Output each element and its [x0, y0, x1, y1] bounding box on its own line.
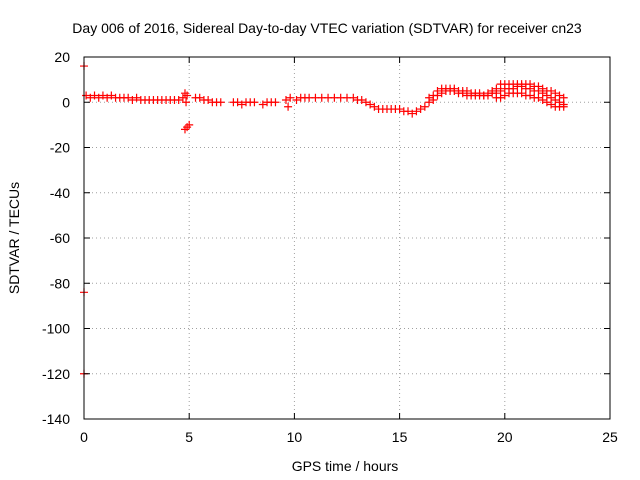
data-point [237, 100, 246, 109]
data-point [86, 93, 95, 102]
data-point [483, 89, 492, 98]
data-point [216, 98, 225, 107]
data-point [551, 95, 560, 104]
data-point [517, 89, 526, 98]
data-point [90, 91, 99, 100]
data-point [132, 93, 141, 102]
data-point [547, 100, 556, 109]
data-point [526, 91, 535, 100]
x-tick-label: 20 [497, 429, 513, 445]
x-tick-label: 5 [185, 429, 193, 445]
y-axis-label: SDTVAR / TECUs [6, 182, 22, 294]
data-point [258, 100, 267, 109]
data-point [538, 84, 547, 93]
data-point [450, 86, 459, 95]
data-point [534, 93, 543, 102]
data-point [412, 107, 421, 116]
y-tick-label: -80 [50, 275, 70, 291]
data-point [458, 89, 467, 98]
x-tick-label: 0 [80, 429, 88, 445]
y-tick-label: 20 [54, 49, 70, 65]
data-point [420, 102, 429, 111]
data-point [488, 86, 497, 95]
data-point [429, 91, 438, 100]
data-point [233, 98, 242, 107]
y-tick-label: -40 [50, 185, 70, 201]
x-tick-label: 15 [392, 429, 408, 445]
data-point [395, 105, 404, 114]
data-point [183, 91, 192, 100]
y-tick-label: 0 [62, 94, 70, 110]
data-point [496, 93, 505, 102]
x-tick-label: 10 [287, 429, 303, 445]
data-point [284, 102, 293, 111]
data-point [250, 98, 259, 107]
data-point [286, 93, 295, 102]
y-tick-label: -100 [42, 321, 70, 337]
data-point [204, 95, 213, 104]
data-point [542, 98, 551, 107]
data-point [361, 98, 370, 107]
data-point [107, 91, 116, 100]
x-axis-label: GPS time / hours [292, 458, 399, 474]
data-point [479, 91, 488, 100]
data-point [500, 91, 509, 100]
data-point [370, 102, 379, 111]
data-point [425, 93, 434, 102]
data-point [281, 95, 290, 104]
data-point [526, 80, 535, 89]
data-point [292, 95, 301, 104]
data-point [408, 109, 417, 118]
y-tick-label: -140 [42, 411, 70, 427]
data-point [404, 107, 413, 116]
data-point [366, 100, 375, 109]
data-point [174, 95, 183, 104]
plot-area-frame [83, 56, 611, 420]
y-tick-label: -120 [42, 366, 70, 382]
y-tick-label: -60 [50, 230, 70, 246]
data-point [128, 95, 137, 104]
data-point [195, 93, 204, 102]
data-point [492, 84, 501, 93]
data-point [103, 93, 112, 102]
data-point [547, 93, 556, 102]
data-point [182, 98, 191, 107]
axes: 0 5 10 15 20 25 20 0 -20 -40 -60 -80 -100 -120 -140 [42, 49, 618, 445]
data-point [559, 93, 568, 102]
data-point [94, 93, 103, 102]
data-point [185, 120, 194, 129]
y-tick-label: -20 [50, 140, 70, 156]
data-point [441, 84, 450, 93]
data-point [496, 86, 505, 95]
data-point [98, 91, 107, 100]
x-tick-label: 25 [602, 429, 618, 445]
data-point [82, 91, 91, 100]
data-point [357, 95, 366, 104]
data-marks [80, 62, 568, 378]
chart-title: Day 006 of 2016, Sidereal Day-to-day VTE… [72, 20, 582, 36]
data-point [271, 98, 280, 107]
data-point [534, 82, 543, 91]
data-point [538, 95, 547, 104]
data-point [551, 89, 560, 98]
grid [84, 57, 610, 419]
data-point [349, 93, 358, 102]
data-point [547, 86, 556, 95]
data-point [555, 91, 564, 100]
data-point [178, 93, 187, 102]
data-point [124, 93, 133, 102]
data-point [416, 105, 425, 114]
data-point [433, 86, 442, 95]
data-point [559, 102, 568, 111]
